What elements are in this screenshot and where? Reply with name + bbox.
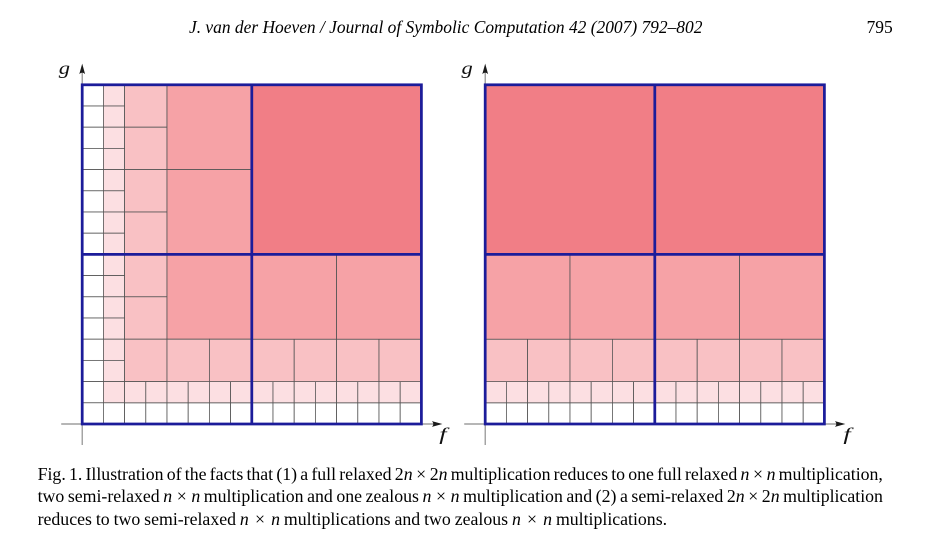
svg-text:g: g [59, 59, 70, 78]
svg-text:f: f [843, 424, 854, 444]
svg-text:f: f [439, 424, 450, 444]
svg-text:g: g [462, 59, 473, 78]
